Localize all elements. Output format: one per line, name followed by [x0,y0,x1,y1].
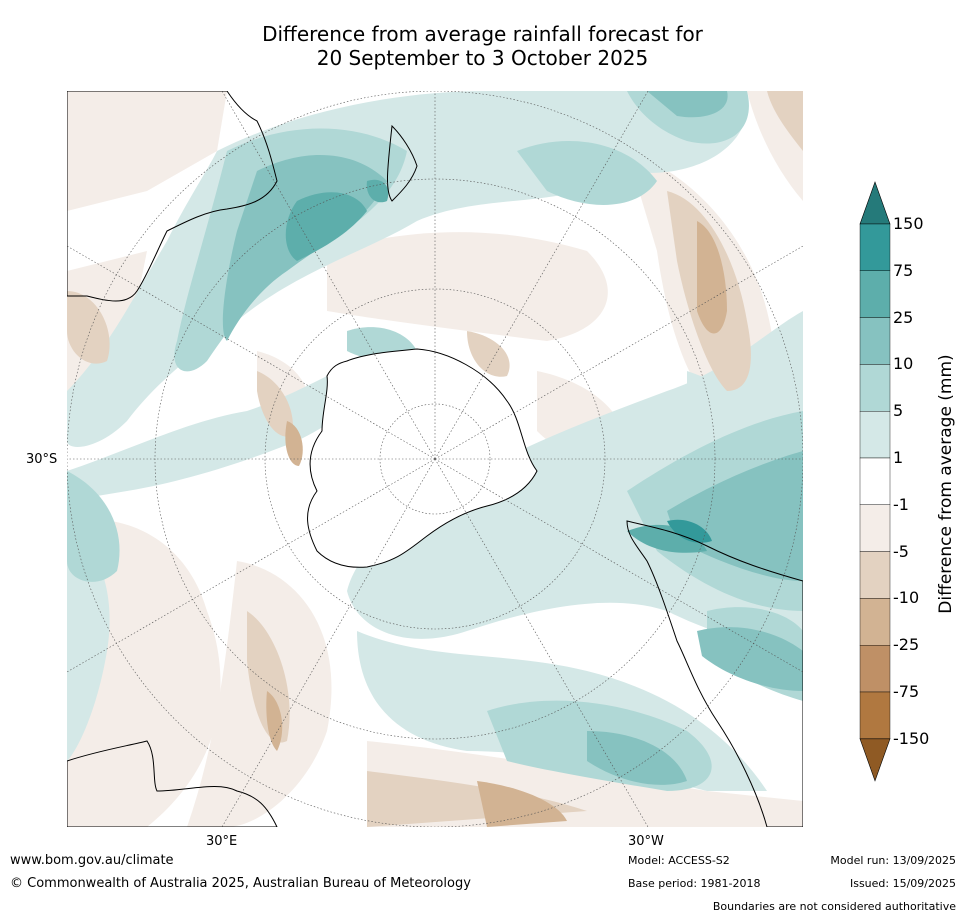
colorbar-band [859,598,891,646]
colorbar-tick-label: -5 [893,541,909,561]
colorbar-tick-label: -75 [893,682,920,701]
colorbar-tick-label: -10 [893,588,920,608]
issued-info: Issued: 15/09/2025 [849,877,956,890]
colorbar-band [859,645,891,693]
colorbar-band [859,551,891,599]
dry-anomaly-strong-areas [266,221,727,827]
colorbar-title: Difference from average (mm) [936,354,956,614]
rainfall-anomaly-map [67,91,803,827]
colorbar-band [859,364,891,412]
latitude-label-30s: 30°S [26,452,58,467]
colorbar-tick-label: 10 [893,354,914,374]
colorbar [859,181,891,782]
colorbar-tick-label: 150 [893,214,924,233]
wet-anomaly-peak-areas [667,519,712,543]
south-america-outline [626,520,803,827]
boundaries-disclaimer: Boundaries are not considered authoritat… [712,900,956,913]
new-zealand-outline [386,124,418,202]
australia-outline [67,91,278,302]
longitude-label-30w: 30°W [628,834,664,849]
chart-title-line-1: Difference from average rainfall forecas… [262,22,703,46]
graticule [67,91,803,827]
colorbar-tick-label: 25 [893,307,914,327]
copyright-text: © Commonwealth of Australia 2025, Austra… [10,876,471,891]
base-period-info: Base period: 1981-2018 [628,877,761,890]
colorbar-band [859,691,891,739]
colorbar-extension-bottom [859,738,891,782]
colorbar-band [859,317,891,365]
colorbar-band [859,504,891,552]
colorbar-tick-label: 5 [893,401,904,421]
colorbar-tick-label: -150 [893,728,930,748]
model-info: Model: ACCESS-S2 [628,854,730,867]
colorbar-tick-label: 1 [893,448,904,467]
colorbar-extension-top [859,181,891,225]
southern-africa-outline [67,740,278,827]
chart-title-line-2: 20 September to 3 October 2025 [316,46,649,70]
model-run-info: Model run: 13/09/2025 [830,854,956,867]
colorbar-tick-label: -1 [893,494,909,514]
website-link[interactable]: www.bom.gov.au/climate [10,853,174,868]
colorbar-band [859,457,891,505]
colorbar-band [859,270,891,318]
longitude-label-30e: 30°E [206,834,238,849]
colorbar-band [859,410,891,459]
colorbar-tick-label: 75 [893,260,914,280]
antarctica-outline [307,348,538,568]
colorbar-tick-label: -25 [893,635,920,655]
colorbar-band [859,223,891,271]
